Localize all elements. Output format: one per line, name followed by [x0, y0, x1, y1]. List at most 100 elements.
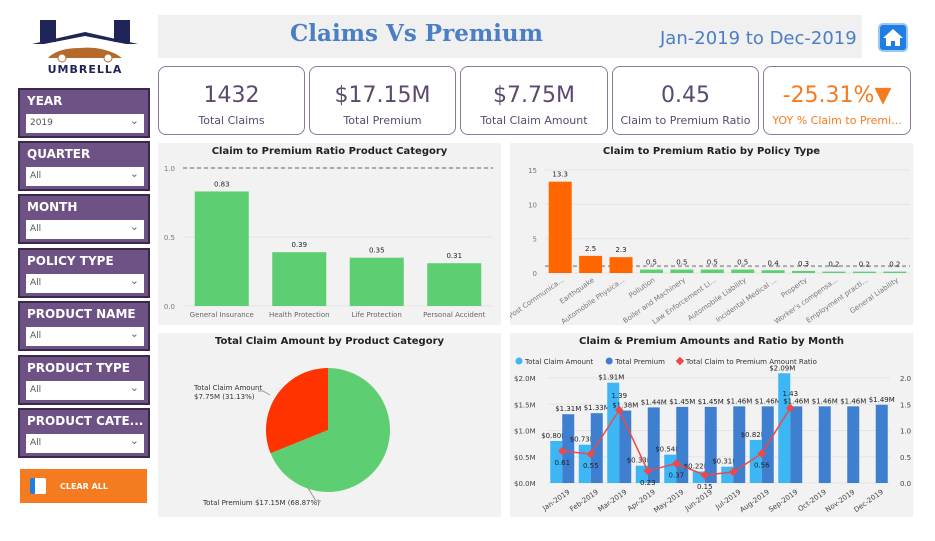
slicer-dropdown[interactable]: All ⌄	[26, 434, 144, 453]
clear-all-button[interactable]: CLEAR ALL	[20, 469, 147, 503]
data-label: $2.09M	[769, 364, 795, 372]
data-label: $1.31M	[555, 405, 581, 413]
leader-line	[307, 487, 321, 502]
data-label: 0.2	[889, 261, 900, 269]
slicer-dropdown[interactable]: 2019 ⌄	[26, 114, 144, 133]
bar-premium	[733, 406, 746, 483]
bar	[670, 269, 694, 273]
y-tick-label: 0	[533, 270, 537, 278]
x-tick-label: Oct-2019	[797, 488, 828, 513]
slicer-dropdown[interactable]: All ⌄	[26, 327, 144, 346]
legend-label: Total Claim to Premium Amount Ratio	[685, 358, 817, 366]
ratio-label: 0.61	[554, 459, 570, 467]
page-title: Claims Vs Premium	[290, 20, 543, 47]
leader-line	[258, 390, 271, 396]
slicer-dropdown[interactable]: All ⌄	[26, 381, 144, 400]
chevron-down-icon: ⌄	[129, 327, 139, 340]
title-banner	[158, 15, 862, 58]
ratio-label: 0.23	[640, 479, 656, 487]
data-label: 0.83	[214, 180, 230, 188]
ratio-label: 1.39	[611, 392, 627, 400]
bar-premium	[647, 407, 660, 483]
bar-premium	[562, 414, 575, 483]
legend-marker	[605, 357, 613, 365]
data-label: 0.39	[291, 241, 307, 249]
data-label: $1.33M	[584, 404, 610, 412]
data-label: $0.73M	[570, 436, 596, 444]
legend-label: Total Claim Amount	[524, 358, 593, 366]
data-label: $1.49M	[869, 396, 895, 404]
home-button[interactable]	[878, 23, 908, 52]
legend-label: Total Premium	[614, 358, 665, 366]
ratio-label: 0.15	[697, 483, 713, 491]
data-label: 0.5	[676, 259, 687, 267]
slicer-dropdown[interactable]: All ⌄	[26, 220, 144, 239]
pie-label-name: Total Premium $17.15M (68.87%)	[202, 499, 320, 507]
data-label: $0.82M	[741, 431, 767, 439]
slicer-product-name: PRODUCT NAME All ⌄	[18, 301, 150, 351]
chart-product-category-ratio: Claim to Premium Ratio Product Category 0…	[158, 143, 501, 325]
pie-label-name: Total Claim Amount	[193, 384, 262, 392]
bar	[272, 252, 327, 306]
kpi-value: $17.15M	[334, 83, 431, 108]
ratio-marker	[700, 470, 709, 480]
slicer-dropdown[interactable]: All ⌄	[26, 274, 144, 293]
y-tick-label: $0.5M	[514, 454, 536, 462]
slicer-label: PRODUCT NAME	[27, 307, 136, 321]
data-label: $1.46M	[840, 397, 866, 405]
bar-claim	[721, 466, 734, 483]
slicer-dropdown[interactable]: All ⌄	[26, 167, 144, 186]
bar	[548, 181, 572, 273]
bar	[427, 263, 482, 306]
kpi-value: 1432	[203, 83, 260, 108]
data-label: 2.3	[615, 246, 626, 254]
pie-slice-premium	[270, 368, 390, 492]
kpi-label: Total Claim Amount	[480, 114, 588, 127]
y-tick-label: 5	[533, 236, 537, 244]
home-icon	[883, 29, 903, 46]
bar	[792, 270, 816, 273]
slicer-quarter: QUARTER All ⌄	[18, 141, 150, 191]
bar-premium	[847, 406, 860, 483]
bar	[700, 269, 724, 273]
data-label: $0.80M	[541, 432, 567, 440]
kpi-card: 1432 Total Claims	[158, 66, 305, 135]
kpi-label: YOY % Claim to Premi...	[772, 114, 902, 127]
bar	[883, 271, 907, 273]
data-label: 0.2	[828, 261, 839, 269]
chevron-down-icon: ⌄	[129, 114, 139, 127]
slicer-product-cate-: PRODUCT CATE... All ⌄	[18, 408, 150, 458]
data-label: 13.3	[552, 171, 568, 179]
bar	[852, 271, 876, 273]
y-tick-label: $2.0M	[514, 375, 536, 383]
bar	[349, 257, 404, 306]
bar	[194, 191, 249, 306]
chevron-down-icon: ⌄	[129, 274, 139, 287]
x-tick-label: Dec-2019	[853, 488, 885, 514]
data-label: $1.44M	[641, 398, 667, 406]
slicer-label: MONTH	[27, 200, 78, 214]
data-label: $1.46M	[812, 397, 838, 405]
slicer-month: MONTH All ⌄	[18, 194, 150, 244]
bar	[731, 269, 755, 273]
bar-premium	[590, 413, 603, 483]
umbrella-logo: UMBRELLA	[32, 20, 138, 76]
data-label: 0.4	[768, 259, 780, 267]
data-label: $0.22M	[684, 462, 710, 470]
bar	[639, 269, 663, 273]
data-label: $0.54M	[655, 446, 681, 454]
kpi-value: $7.75M	[493, 83, 575, 108]
slicer-label: PRODUCT TYPE	[27, 361, 130, 375]
legend-marker	[515, 357, 523, 365]
kpi-card: 0.45 Claim to Premium Ratio	[612, 66, 759, 135]
y2-tick-label: 1.5	[900, 401, 911, 409]
slicer-label: PRODUCT CATE...	[27, 414, 144, 428]
slicer-label: POLICY TYPE	[27, 254, 114, 268]
chevron-down-icon: ⌄	[129, 220, 139, 233]
x-tick-label: Feb-2019	[568, 488, 599, 513]
down-triangle-icon: ▼	[874, 83, 892, 108]
bar-claim	[749, 439, 762, 483]
data-label: $1.38M	[612, 402, 638, 410]
bar-claim	[607, 382, 620, 483]
x-tick-label: Mar-2019	[597, 488, 629, 514]
